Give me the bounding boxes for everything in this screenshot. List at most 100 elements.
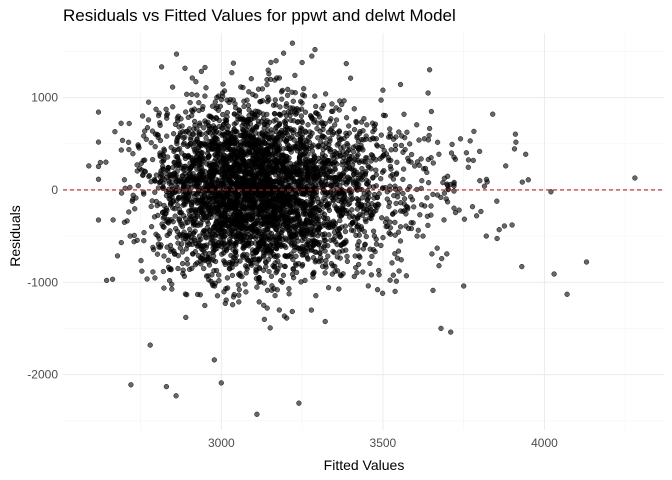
data-point (243, 289, 249, 295)
data-point (202, 156, 209, 162)
data-point (360, 137, 367, 143)
x-tick-label: 4000 (531, 436, 558, 450)
data-point (233, 248, 239, 254)
data-point (368, 166, 374, 172)
data-point (229, 70, 235, 76)
data-point (197, 157, 203, 163)
data-point (428, 108, 435, 115)
data-point (267, 177, 273, 183)
data-point (220, 125, 226, 131)
data-point (312, 93, 318, 99)
data-point (197, 148, 203, 155)
data-point (383, 151, 390, 157)
data-point (140, 172, 146, 178)
data-point (273, 270, 279, 276)
x-axis-title: Fitted Values (324, 457, 405, 473)
data-point (327, 118, 333, 124)
data-point (179, 123, 185, 129)
data-point (269, 134, 275, 141)
data-point (359, 195, 366, 201)
data-point (191, 118, 198, 125)
data-point (254, 411, 260, 417)
data-point (342, 165, 348, 172)
y-tick-label: 0 (51, 183, 58, 197)
data-point (287, 105, 293, 111)
data-point (632, 175, 638, 181)
data-point (274, 75, 280, 81)
data-point (333, 117, 340, 123)
data-point (402, 135, 408, 141)
data-point (389, 260, 395, 266)
data-point (416, 137, 422, 143)
data-point (564, 291, 570, 297)
data-point (211, 357, 217, 363)
data-point (198, 220, 204, 226)
data-point (168, 200, 174, 207)
data-point (166, 186, 172, 192)
data-point (155, 134, 161, 141)
data-point (408, 194, 414, 200)
data-point (266, 97, 272, 103)
data-point (321, 211, 328, 218)
data-point (164, 115, 170, 121)
data-point (257, 208, 263, 214)
data-point (230, 60, 237, 66)
data-point (149, 156, 156, 163)
data-point (353, 119, 359, 126)
data-point (228, 138, 234, 145)
data-point (219, 251, 225, 257)
data-point (229, 272, 236, 279)
data-point (170, 164, 176, 171)
data-point (183, 220, 189, 226)
data-point (254, 218, 260, 225)
data-point (438, 194, 444, 201)
y-tick-label: -2000 (27, 368, 58, 382)
data-point (277, 262, 284, 268)
data-point (250, 133, 256, 139)
data-point (336, 107, 342, 113)
data-point (267, 325, 273, 331)
data-point (231, 214, 238, 221)
data-point (184, 292, 190, 298)
data-point (265, 257, 272, 263)
data-point (166, 277, 173, 284)
data-point (253, 93, 259, 99)
data-point (283, 138, 289, 145)
data-point (280, 50, 287, 56)
data-point (519, 263, 525, 270)
data-point (255, 108, 261, 115)
data-point (218, 212, 224, 219)
data-point (311, 153, 317, 160)
data-point (266, 162, 272, 169)
data-point (141, 191, 147, 197)
data-point (218, 144, 224, 150)
data-point (357, 211, 363, 218)
data-point (188, 234, 194, 241)
data-point (461, 216, 468, 222)
data-point (337, 176, 343, 182)
data-point (275, 158, 282, 164)
data-point (300, 245, 306, 251)
data-point (209, 206, 215, 212)
data-point (294, 119, 301, 125)
data-point (307, 133, 314, 139)
data-point (164, 219, 171, 225)
data-point (382, 219, 389, 225)
data-point (236, 286, 242, 293)
data-point (149, 128, 156, 134)
data-point (361, 208, 367, 214)
data-point (291, 127, 297, 133)
data-point (356, 239, 362, 245)
data-point (410, 220, 416, 226)
data-point (380, 87, 386, 93)
data-point (274, 241, 280, 247)
data-point (152, 144, 158, 150)
data-point (203, 141, 209, 148)
data-point (239, 155, 245, 161)
data-point (131, 239, 137, 245)
data-point (367, 136, 373, 143)
data-point (340, 271, 346, 277)
data-point (266, 71, 272, 77)
data-point (180, 183, 186, 190)
data-point (398, 142, 405, 149)
